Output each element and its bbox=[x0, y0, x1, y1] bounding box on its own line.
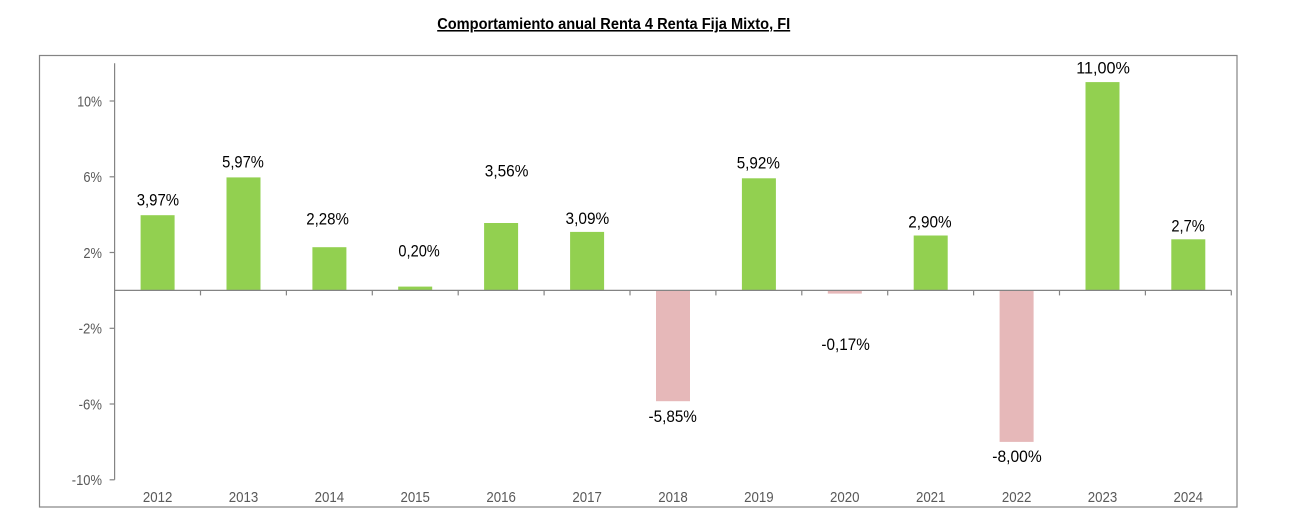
svg-text:2014: 2014 bbox=[315, 489, 345, 506]
svg-text:2012: 2012 bbox=[143, 489, 173, 506]
svg-text:2022: 2022 bbox=[1002, 489, 1032, 506]
svg-text:2,28%: 2,28% bbox=[306, 209, 349, 228]
svg-text:6%: 6% bbox=[83, 169, 102, 186]
svg-text:2023: 2023 bbox=[1088, 489, 1118, 506]
svg-text:2024: 2024 bbox=[1174, 489, 1204, 506]
svg-text:3,09%: 3,09% bbox=[566, 209, 610, 228]
svg-text:-6%: -6% bbox=[79, 396, 102, 413]
svg-text:11,00%: 11,00% bbox=[1076, 58, 1130, 77]
svg-text:-0,17%: -0,17% bbox=[821, 335, 869, 354]
svg-text:2020: 2020 bbox=[830, 489, 860, 506]
svg-text:10%: 10% bbox=[77, 93, 102, 110]
svg-text:-10%: -10% bbox=[72, 472, 102, 489]
svg-text:-2%: -2% bbox=[79, 321, 102, 338]
svg-text:5,97%: 5,97% bbox=[222, 152, 264, 171]
svg-text:Comportamiento anual Renta 4 R: Comportamiento anual Renta 4 Renta Fija … bbox=[437, 16, 790, 33]
svg-text:2018: 2018 bbox=[658, 489, 688, 506]
svg-text:2019: 2019 bbox=[744, 489, 774, 506]
svg-text:3,56%: 3,56% bbox=[485, 161, 529, 180]
svg-text:-8,00%: -8,00% bbox=[992, 447, 1041, 466]
svg-text:2021: 2021 bbox=[916, 489, 946, 506]
svg-text:5,92%: 5,92% bbox=[737, 153, 780, 172]
svg-text:2017: 2017 bbox=[572, 489, 602, 506]
svg-text:-5,85%: -5,85% bbox=[649, 407, 697, 426]
svg-text:3,97%: 3,97% bbox=[137, 191, 179, 210]
svg-text:0,20%: 0,20% bbox=[398, 242, 439, 261]
svg-text:2016: 2016 bbox=[486, 489, 516, 506]
svg-text:2,90%: 2,90% bbox=[908, 213, 951, 232]
svg-text:2013: 2013 bbox=[229, 489, 259, 506]
svg-text:2015: 2015 bbox=[400, 489, 430, 506]
svg-text:2%: 2% bbox=[83, 245, 102, 262]
svg-text:2,7%: 2,7% bbox=[1171, 217, 1204, 236]
